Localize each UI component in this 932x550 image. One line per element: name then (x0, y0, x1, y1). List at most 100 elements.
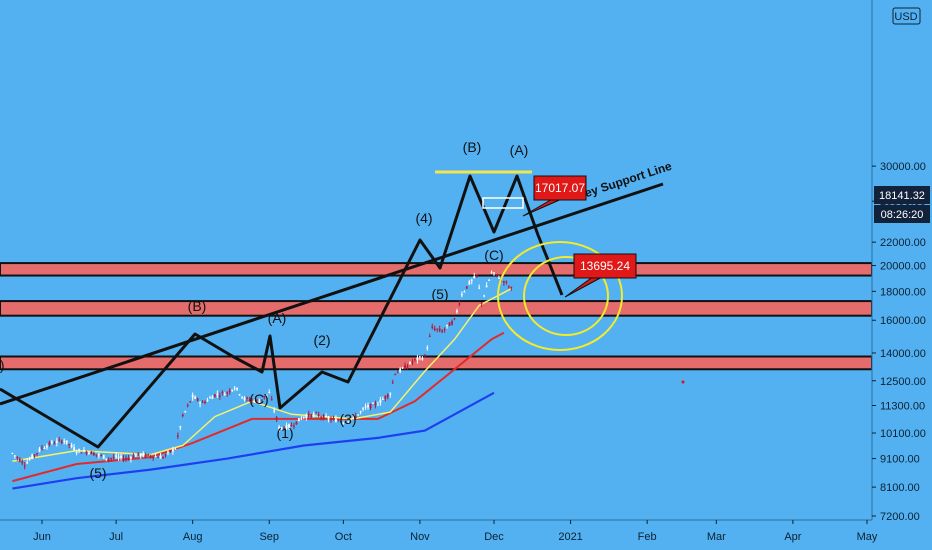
candle-body (137, 452, 140, 455)
wave-label: (5) (431, 286, 448, 302)
candle-body (201, 401, 204, 403)
x-tick-label: Sep (259, 531, 279, 543)
candle-body (278, 426, 281, 430)
wave-label: (A) (268, 310, 287, 326)
candle-body (50, 441, 53, 444)
y-tick-label: 11300.00 (880, 401, 925, 413)
candle-body (80, 452, 83, 454)
candle-body (248, 399, 251, 401)
wave-label: (4) (0, 357, 5, 373)
candle-body (505, 281, 508, 283)
candle-body (463, 291, 466, 293)
candle-body (157, 457, 159, 459)
candle-body (199, 402, 201, 404)
candle-body (191, 395, 194, 398)
candle-body (142, 453, 145, 456)
candle-body (416, 357, 419, 361)
candle-body (359, 411, 362, 413)
candle-body (132, 455, 135, 458)
candle-body (438, 328, 441, 331)
candle-body (130, 457, 132, 459)
candle-body (55, 440, 58, 443)
candle-body (169, 450, 172, 453)
candle-body (107, 458, 110, 460)
y-tick-label: 12500.00 (880, 376, 926, 388)
x-tick-label: May (857, 531, 878, 543)
candle-body (16, 457, 19, 459)
candle-body (38, 448, 41, 452)
x-tick-label: Mar (707, 531, 726, 543)
candle-body (134, 455, 137, 457)
candle-body (102, 455, 105, 459)
candle-body (443, 329, 446, 331)
candle-body (488, 279, 490, 281)
price-callout-17017-text: 17017.07 (535, 181, 585, 195)
wave-label: (4) (415, 210, 432, 226)
candle-body (90, 451, 93, 455)
price-callout-17017-box (533, 175, 587, 201)
candle-body (327, 417, 330, 420)
candle-body (167, 451, 169, 453)
candle-body (364, 406, 367, 408)
currency-badge[interactable] (892, 7, 921, 25)
candle-body (510, 286, 513, 289)
candle-body (275, 417, 278, 420)
x-tick-label: 2021 (558, 531, 582, 543)
candle-body (468, 281, 471, 285)
candle-body (147, 453, 150, 456)
candle-body (495, 274, 498, 276)
candle-body (162, 457, 164, 459)
candle-body (349, 419, 352, 421)
candle-body (367, 405, 369, 408)
candle-body (73, 447, 76, 451)
candle-body (105, 458, 108, 460)
candle-body (265, 394, 268, 396)
candle-body (31, 454, 34, 459)
candle-body (339, 421, 342, 423)
candle-body (419, 356, 421, 358)
candle-body (312, 413, 315, 415)
candle-body (28, 459, 31, 461)
candle-body (270, 399, 273, 401)
resistance-zone-2 (0, 300, 873, 317)
candle-body (223, 394, 226, 396)
time-axis[interactable] (0, 520, 872, 550)
candle-body (58, 439, 61, 441)
candle-body (414, 358, 416, 360)
candle-body (196, 398, 199, 401)
candle-body (152, 456, 155, 459)
candle-body (433, 328, 436, 331)
candle-body (241, 396, 243, 398)
candle-body (406, 365, 409, 368)
candle-body (441, 330, 444, 333)
candle-body (507, 286, 510, 288)
x-tick-label: Oct (335, 531, 352, 543)
wave-label: (C) (249, 391, 268, 407)
candle-body (428, 335, 431, 337)
y-tick-label: 8100.00 (880, 482, 920, 494)
candle-body (389, 393, 392, 395)
candle-body (285, 424, 288, 429)
y-tick-label: 30000.00 (880, 161, 926, 173)
candle-body (396, 372, 399, 374)
candle-body (228, 390, 231, 393)
candle-body (456, 310, 458, 313)
candle-body (139, 454, 142, 457)
candle-body (221, 392, 224, 394)
wave-label: (3) (339, 411, 356, 427)
candle-body (307, 413, 310, 417)
candle-body (354, 416, 357, 419)
candle-body (236, 387, 239, 390)
candle-body (33, 454, 36, 456)
candle-body (409, 361, 411, 365)
x-tick-label: Nov (410, 531, 430, 543)
candle-body (117, 456, 120, 458)
x-tick-label: Jun (33, 531, 51, 543)
target-circle-outer (497, 241, 623, 351)
candle-body (337, 420, 340, 422)
x-tick-label: Aug (183, 531, 203, 543)
candle-body (473, 276, 476, 279)
price-axis[interactable] (872, 0, 932, 550)
